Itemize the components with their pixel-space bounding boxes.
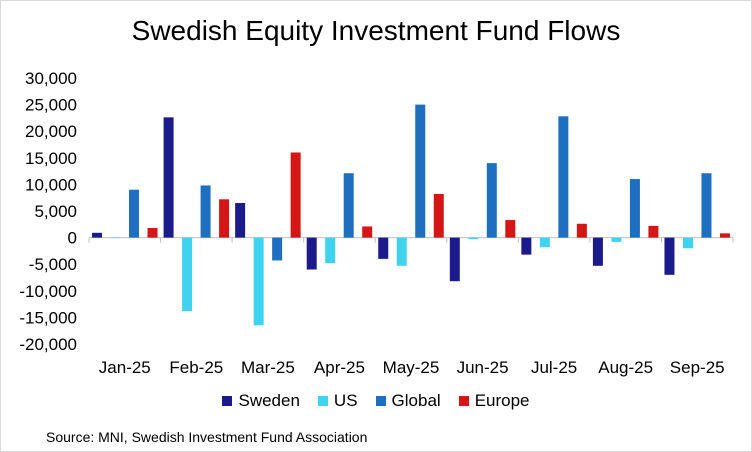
y-tick-label: 25,000 <box>25 96 77 115</box>
x-tick-label: Aug-25 <box>598 358 653 377</box>
bar-sweden-sep-25 <box>664 237 675 275</box>
bar-global-apr-25 <box>343 173 354 238</box>
bar-us-jul-25 <box>539 237 550 248</box>
legend-label-us: US <box>333 391 358 410</box>
x-tick-label: May-25 <box>383 358 440 377</box>
legend-label-global: Global <box>391 391 441 410</box>
bar-europe-jul-25 <box>576 223 587 238</box>
bar-us-apr-25 <box>325 237 336 264</box>
y-tick-label: 10,000 <box>25 175 77 194</box>
bar-sweden-jul-25 <box>521 237 532 255</box>
legend-label-europe: Europe <box>474 391 530 410</box>
bar-global-feb-25 <box>200 185 211 238</box>
bar-europe-may-25 <box>433 193 444 238</box>
bar-europe-apr-25 <box>362 226 373 238</box>
legend-item-europe: Europe <box>458 391 530 411</box>
x-tick-label: Sep-25 <box>670 358 725 377</box>
legend-swatch-us <box>317 396 328 406</box>
bar-global-may-25 <box>415 104 426 238</box>
x-tick-label: Mar-25 <box>241 358 295 377</box>
y-tick-label: 0 <box>68 229 77 248</box>
bar-us-jun-25 <box>468 237 479 240</box>
bar-global-jul-25 <box>558 116 569 238</box>
bar-global-mar-25 <box>272 237 283 261</box>
bar-us-may-25 <box>396 237 407 266</box>
y-tick-label: 5,000 <box>34 202 77 221</box>
x-tick-label: Jul-25 <box>531 358 577 377</box>
x-tick-label: Apr-25 <box>314 358 365 377</box>
y-tick-label: 30,000 <box>25 69 77 88</box>
y-tick-label: 15,000 <box>25 149 77 168</box>
bar-global-aug-25 <box>629 179 640 238</box>
bar-us-mar-25 <box>253 237 264 326</box>
y-tick-label: -5,000 <box>29 255 77 274</box>
x-tick-label: Feb-25 <box>169 358 223 377</box>
bar-sweden-aug-25 <box>592 237 603 266</box>
legend-swatch-global <box>375 396 386 406</box>
bar-global-jun-25 <box>486 163 497 238</box>
bar-us-sep-25 <box>682 237 693 249</box>
bar-europe-sep-25 <box>719 233 730 238</box>
y-tick-label: -15,000 <box>19 308 77 327</box>
legend-swatch-sweden <box>222 396 233 406</box>
legend-item-sweden: Sweden <box>222 391 300 411</box>
legend-swatch-europe <box>458 396 469 406</box>
chart-title: Swedish Equity Investment Fund Flows <box>131 15 621 46</box>
bar-sweden-mar-25 <box>235 203 246 238</box>
y-tick-label: -20,000 <box>19 335 77 354</box>
bar-europe-jun-25 <box>505 220 516 238</box>
x-tick-label: Jun-25 <box>457 358 509 377</box>
legend: Sweden US Global Europe <box>1 391 751 411</box>
bar-sweden-may-25 <box>378 237 389 259</box>
y-tick-label: 20,000 <box>25 122 77 141</box>
y-tick-label: -10,000 <box>19 282 77 301</box>
bar-global-sep-25 <box>701 173 712 238</box>
legend-item-global: Global <box>375 391 441 411</box>
bar-europe-aug-25 <box>648 225 659 238</box>
bar-us-feb-25 <box>182 237 193 312</box>
bar-sweden-apr-25 <box>306 237 317 270</box>
x-tick-label: Jan-25 <box>99 358 151 377</box>
bar-sweden-jan-25 <box>92 232 103 238</box>
bar-us-aug-25 <box>611 237 622 242</box>
source-note: Source: MNI, Swedish Investment Fund Ass… <box>46 429 368 445</box>
bar-us-jan-25 <box>110 237 121 239</box>
bar-global-jan-25 <box>129 189 140 238</box>
legend-label-sweden: Sweden <box>238 391 300 410</box>
bar-sweden-feb-25 <box>163 117 174 238</box>
legend-item-us: US <box>317 391 358 411</box>
bar-europe-feb-25 <box>219 199 230 238</box>
bar-europe-mar-25 <box>290 152 301 238</box>
bar-europe-jan-25 <box>147 228 158 238</box>
bar-sweden-jun-25 <box>449 237 460 282</box>
